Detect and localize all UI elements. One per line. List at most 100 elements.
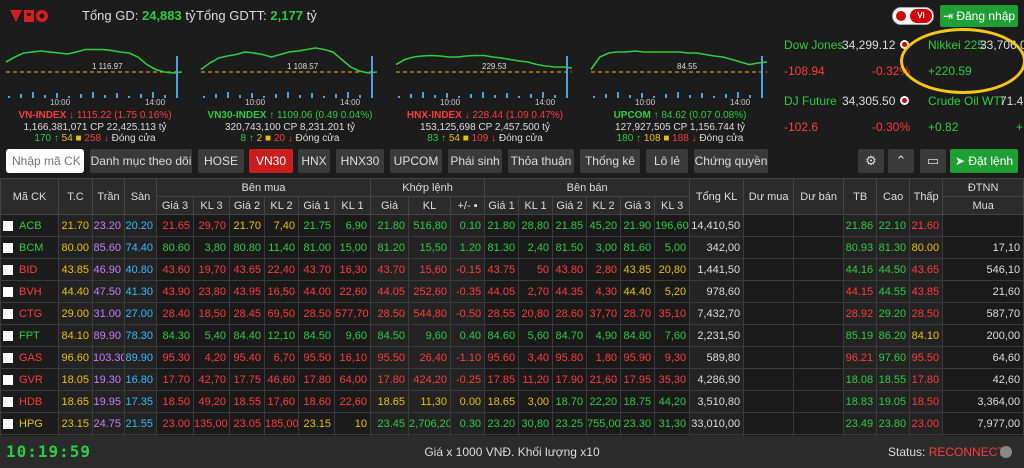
floor-price-cell[interactable]: 89.90 — [124, 346, 157, 369]
ask-price-3[interactable]: 23.30 — [620, 412, 656, 435]
high-price-cell[interactable]: 22.10 — [876, 214, 911, 237]
match-change[interactable]: -0.50 — [450, 302, 486, 325]
ask-vol-2[interactable]: 1,80 — [586, 346, 622, 369]
table-row[interactable]: CTG 29.00 31.00 27.00 28.40 18,50 28.45 69,50 28… — [0, 302, 1024, 325]
bid-vol-1[interactable]: 9,60 — [333, 324, 372, 347]
bid-price-2[interactable]: 28.45 — [229, 302, 265, 325]
ask-price-2[interactable]: 43.80 — [552, 258, 588, 281]
bid-surplus-cell[interactable] — [743, 412, 795, 435]
ask-vol-3[interactable]: 20,00 — [654, 434, 691, 436]
table-row[interactable]: HDB 18.65 19.95 17.35 18.50 49,20 18.55 17,60 18… — [0, 390, 1024, 413]
high-price-cell[interactable]: 29.20 — [876, 302, 911, 325]
symbol-cell[interactable]: GVR — [0, 368, 59, 391]
symbol-cell[interactable]: FPT — [0, 324, 59, 347]
bid-vol-2[interactable]: 185,00 — [264, 412, 299, 435]
ask-vol-2[interactable]: 4,30 — [586, 280, 622, 303]
ask-price-3[interactable]: 28.70 — [620, 302, 656, 325]
bid-surplus-cell[interactable] — [743, 346, 795, 369]
world-index-item[interactable]: Nikkei 225 33,706.0 +220.59 — [924, 32, 1024, 82]
ask-surplus-cell[interactable] — [793, 236, 845, 259]
world-index-item[interactable]: DJ Future 34,305.50 -102.6 -0.30% — [780, 88, 920, 138]
bid-price-3[interactable]: 43.60 — [156, 258, 194, 281]
ask-price-3[interactable]: 21.90 — [620, 214, 656, 237]
foreign-buy-cell[interactable]: 3,364,00 — [942, 390, 1024, 413]
ask-surplus-cell[interactable] — [793, 214, 845, 237]
tab-thong-ke[interactable]: Thống kê — [580, 149, 640, 173]
bid-vol-2[interactable]: 17,60 — [264, 390, 299, 413]
row-checkbox[interactable] — [3, 286, 13, 297]
row-checkbox[interactable] — [3, 374, 13, 385]
status-value[interactable]: RECONNECT — [928, 445, 1005, 459]
ask-vol-2[interactable]: 3,00 — [586, 236, 622, 259]
floor-price-cell[interactable]: 27.00 — [124, 302, 157, 325]
avg-price-cell[interactable]: 80.93 — [843, 236, 878, 259]
match-change[interactable]: -1.10 — [450, 346, 486, 369]
total-vol-cell[interactable]: 4,286,90 — [689, 368, 745, 391]
row-checkbox[interactable] — [3, 418, 13, 429]
col-buy-gia3[interactable]: Giá 3 — [156, 196, 194, 215]
tab-upcom[interactable]: UPCOM — [390, 149, 442, 173]
bid-vol-1[interactable]: 10 — [333, 412, 372, 435]
match-price[interactable]: 17.80 — [370, 368, 410, 391]
high-price-cell[interactable]: 44.55 — [876, 280, 911, 303]
bid-vol-2[interactable]: 6,70 — [264, 346, 299, 369]
ask-vol-1[interactable]: 2,40 — [518, 236, 554, 259]
total-vol-cell[interactable]: 1,441,50 — [689, 258, 745, 281]
bid-vol-1[interactable]: 577,70 — [333, 302, 372, 325]
ask-vol-2[interactable]: 22,20 — [586, 390, 622, 413]
foreign-buy-cell[interactable]: 587,70 — [942, 302, 1024, 325]
bid-price-3[interactable]: 23.00 — [156, 412, 194, 435]
ref-price-cell[interactable]: 21.70 — [58, 214, 93, 237]
bid-surplus-cell[interactable] — [743, 214, 795, 237]
ceiling-price-cell[interactable]: 19.95 — [92, 390, 125, 413]
low-price-cell[interactable]: 17.80 — [909, 368, 944, 391]
index-chart-3[interactable]: 229.53 10:00 14:00 HNX-INDEX ↓ 228.44 (1.09… — [390, 32, 580, 144]
ask-price-2[interactable]: 81.50 — [552, 236, 588, 259]
ceiling-price-cell[interactable]: 89.90 — [92, 324, 125, 347]
col-du-ban[interactable]: Dư bán — [793, 178, 845, 215]
bid-vol-2[interactable]: 16,50 — [264, 280, 299, 303]
tab-hnx30[interactable]: HNX30 — [336, 149, 384, 173]
avg-price-cell[interactable]: 28.92 — [843, 302, 878, 325]
ceiling-price-cell[interactable]: 23.20 — [92, 214, 125, 237]
row-checkbox[interactable] — [3, 352, 13, 363]
tab-lo-le[interactable]: Lô lẻ — [646, 149, 688, 173]
tab-hnx[interactable]: HNX — [298, 149, 330, 173]
ask-vol-3[interactable]: 9,30 — [654, 346, 691, 369]
match-price[interactable]: 43.70 — [370, 258, 410, 281]
match-change[interactable]: -0.15 — [450, 258, 486, 281]
avg-price-cell[interactable]: 85.19 — [843, 324, 878, 347]
tab-vn30[interactable]: VN30 — [249, 149, 293, 173]
index-chart-1[interactable]: 1 116.97 10:00 14:00 VN-INDEX ↓ 1115.22 (1.… — [0, 32, 190, 144]
ask-price-1[interactable]: 17.85 — [484, 368, 520, 391]
bid-vol-1[interactable]: 9,00 — [333, 434, 372, 436]
ask-price-3[interactable]: 43.85 — [620, 258, 656, 281]
floor-price-cell[interactable]: 78.30 — [124, 324, 157, 347]
index-chart-4[interactable]: 84.55 10:00 14:00 UPCOM ↑ 84.62 (0.07 0.08%… — [585, 32, 775, 144]
match-vol[interactable]: 9,60 — [408, 324, 452, 347]
col-tran[interactable]: Trần — [92, 178, 125, 215]
ask-surplus-cell[interactable] — [793, 324, 845, 347]
ref-price-cell[interactable]: 29.00 — [58, 302, 93, 325]
world-index-item[interactable]: Dow Jones 34,299.12 -108.94 -0.32% — [780, 32, 920, 82]
match-price[interactable]: 28.50 — [370, 302, 410, 325]
bid-vol-2[interactable]: 46,60 — [264, 368, 299, 391]
bid-price-3[interactable]: 21.65 — [156, 214, 194, 237]
ask-price-2[interactable]: 28.60 — [552, 302, 588, 325]
ask-vol-1[interactable]: 2,70 — [518, 280, 554, 303]
col-sell-kl1[interactable]: KL 1 — [518, 196, 554, 215]
bid-vol-3[interactable]: 29,70 — [193, 214, 230, 237]
stock-search-input[interactable] — [6, 149, 84, 173]
ask-vol-3[interactable]: 196,60 — [654, 214, 691, 237]
bid-price-2[interactable]: 23.05 — [229, 412, 265, 435]
col-cao[interactable]: Cao — [876, 178, 911, 215]
low-price-cell[interactable]: 84.10 — [909, 324, 944, 347]
ceiling-price-cell[interactable]: 85.60 — [92, 236, 125, 259]
ask-vol-3[interactable]: 31,30 — [654, 412, 691, 435]
ceiling-price-cell[interactable]: 103.30 — [92, 346, 125, 369]
ask-vol-3[interactable]: 20,80 — [654, 258, 691, 281]
symbol-cell[interactable]: GAS — [0, 346, 59, 369]
ask-price-2[interactable]: 23.25 — [552, 412, 588, 435]
bid-vol-2[interactable]: 22,40 — [264, 258, 299, 281]
ask-price-1[interactable]: 44.05 — [484, 280, 520, 303]
